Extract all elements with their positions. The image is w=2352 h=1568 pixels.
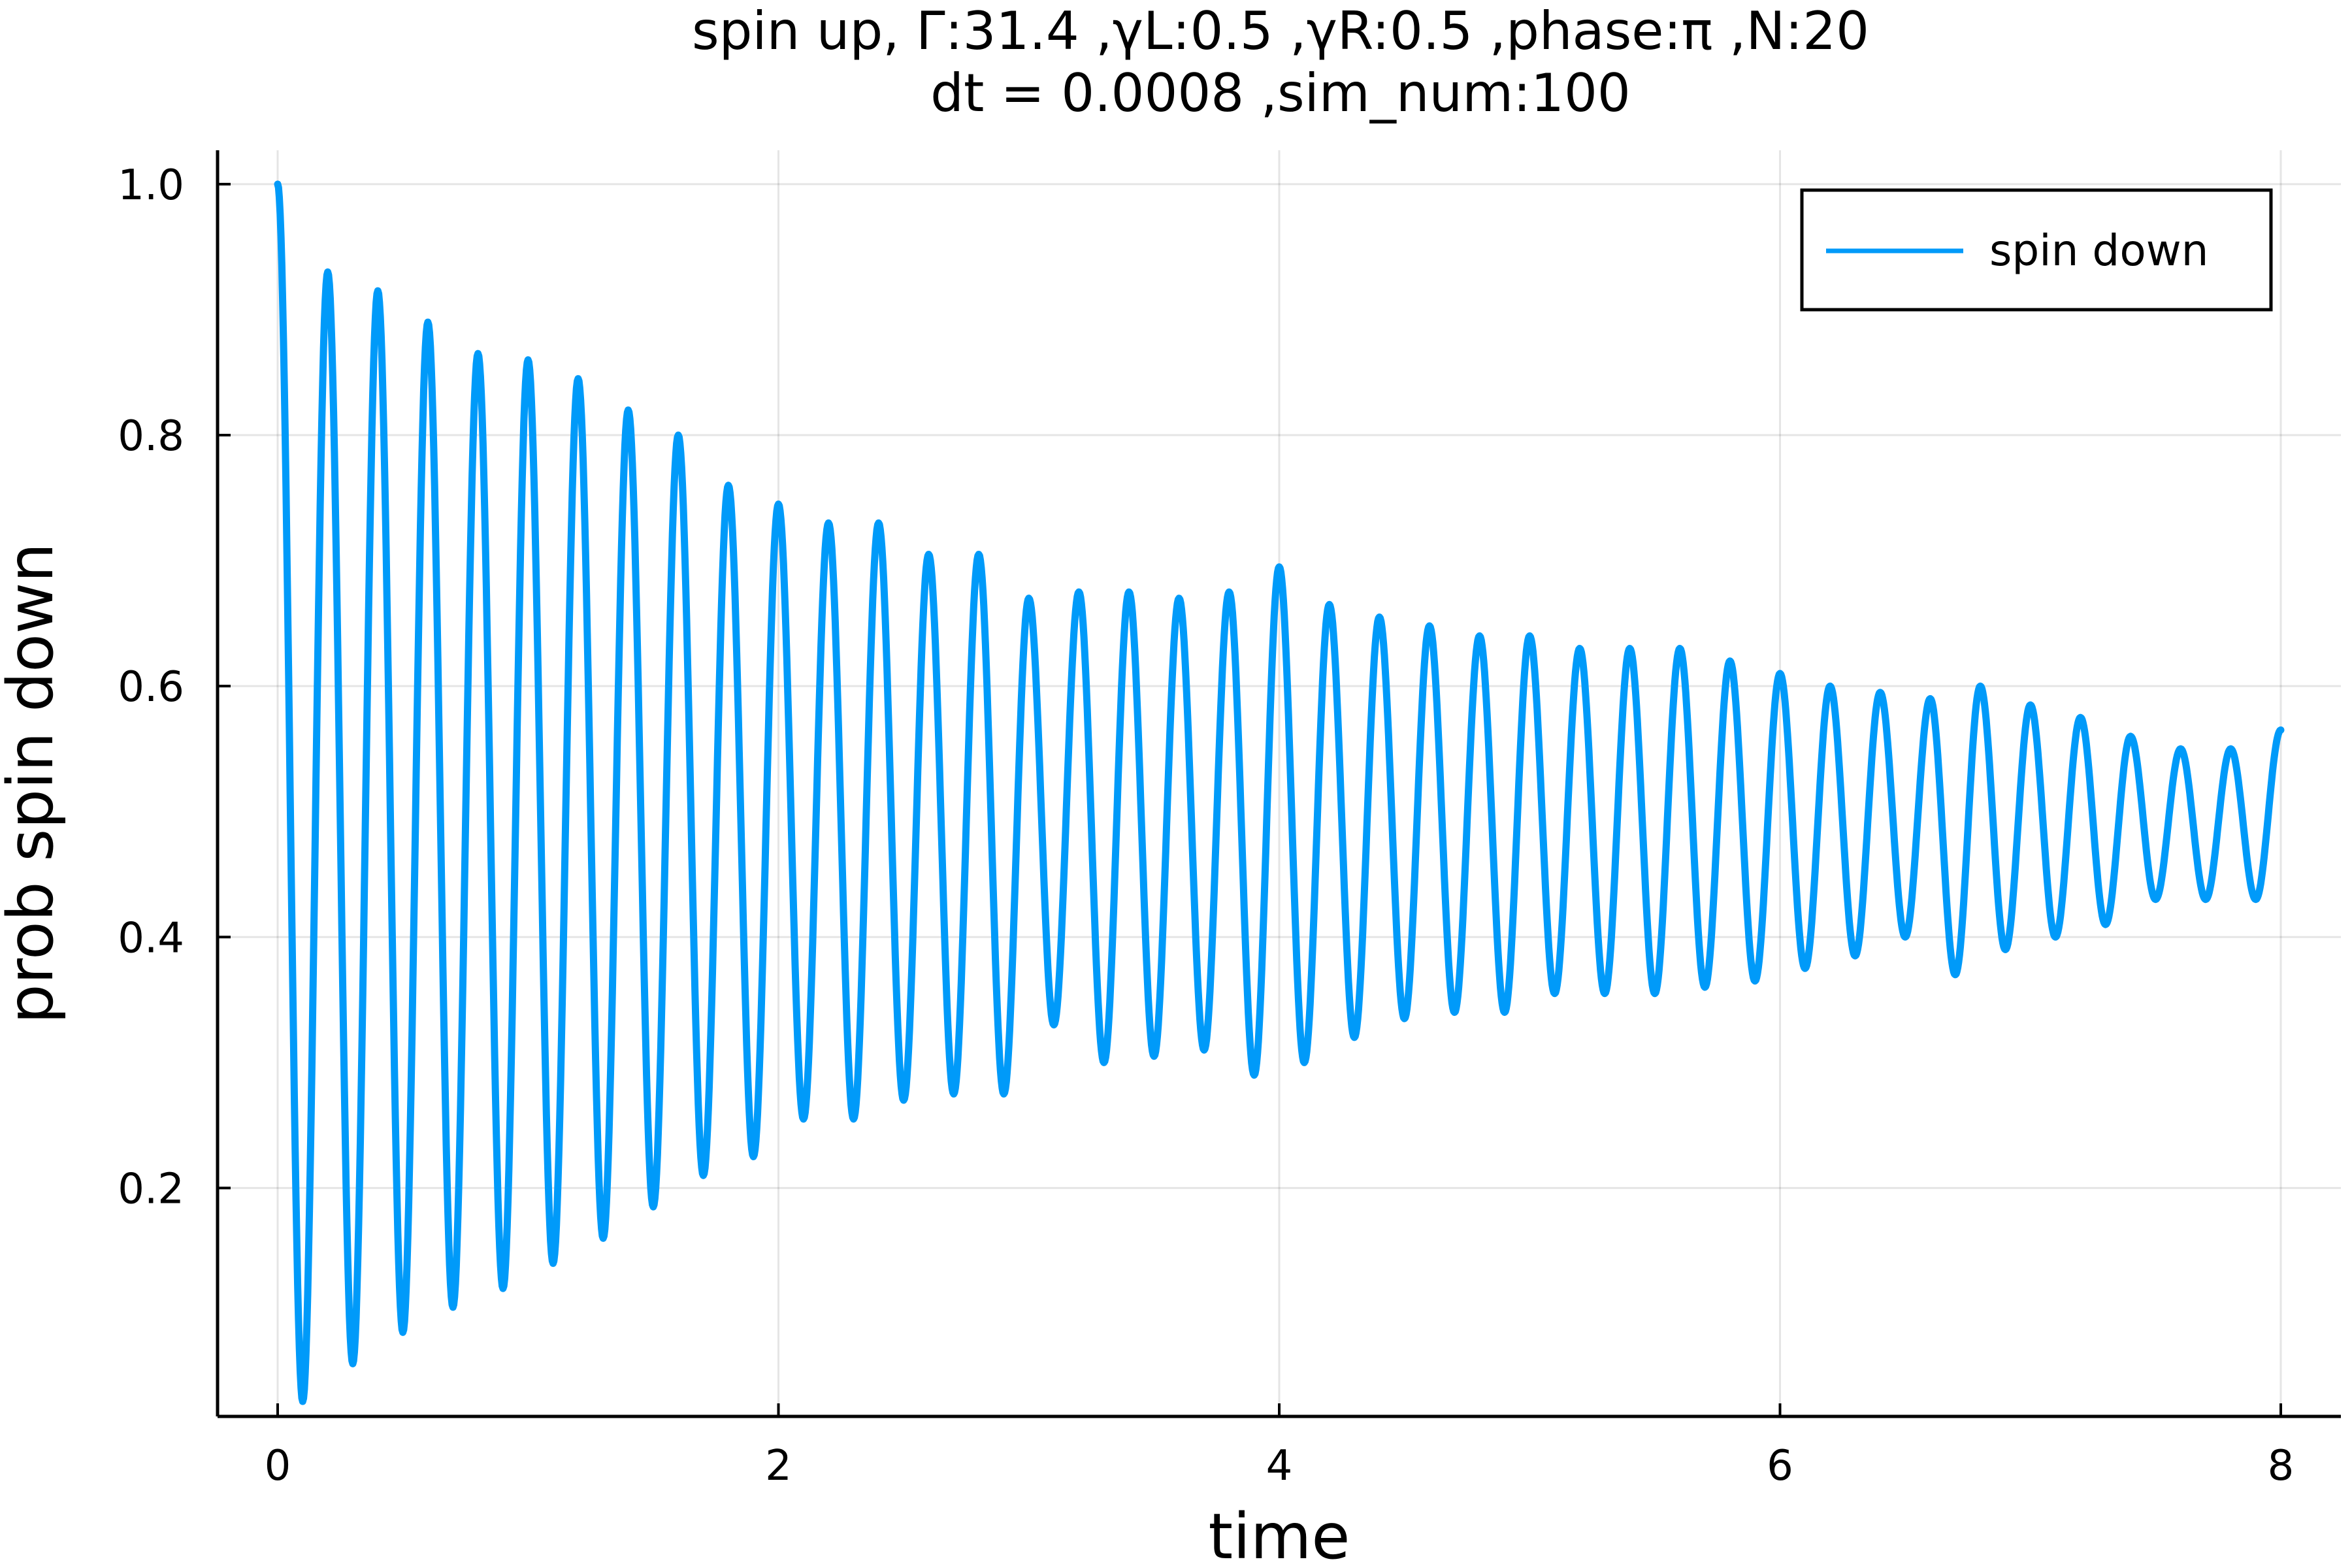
y-tick-label-3: 0.8 (118, 412, 184, 461)
x-tick-label-0: 0 (265, 1442, 291, 1490)
x-ticks: 0 2 4 6 8 (265, 1403, 2295, 1490)
y-tick-label-2: 0.6 (118, 663, 184, 711)
y-tick-label-4: 1.0 (118, 161, 184, 210)
y-tick-label-0: 0.2 (118, 1165, 184, 1213)
legend: spin down (1800, 188, 2273, 312)
x-tick-label-1: 2 (765, 1442, 792, 1490)
y-tick-label-1: 0.4 (118, 914, 184, 962)
series-line-spin-down (274, 180, 2285, 1405)
legend-label-spin-down: spin down (1989, 225, 2209, 276)
y-ticks: 0.2 0.4 0.6 0.8 1.0 (118, 161, 231, 1213)
series-group (274, 180, 2285, 1405)
x-tick-label-4: 8 (2268, 1442, 2295, 1490)
y-axis-label: prob spin down (0, 543, 67, 1024)
chart-title-line-1: spin up, Γ:31.4 ,γL:0.5 ,γR:0.5 ,phase:π… (692, 1, 1869, 61)
chart-title-line-2: dt = 0.0008 ,sim_num:100 (930, 63, 1631, 123)
x-tick-label-3: 6 (1767, 1442, 1793, 1490)
x-axis-label: time (1209, 1500, 1350, 1568)
x-tick-label-2: 4 (1266, 1442, 1293, 1490)
